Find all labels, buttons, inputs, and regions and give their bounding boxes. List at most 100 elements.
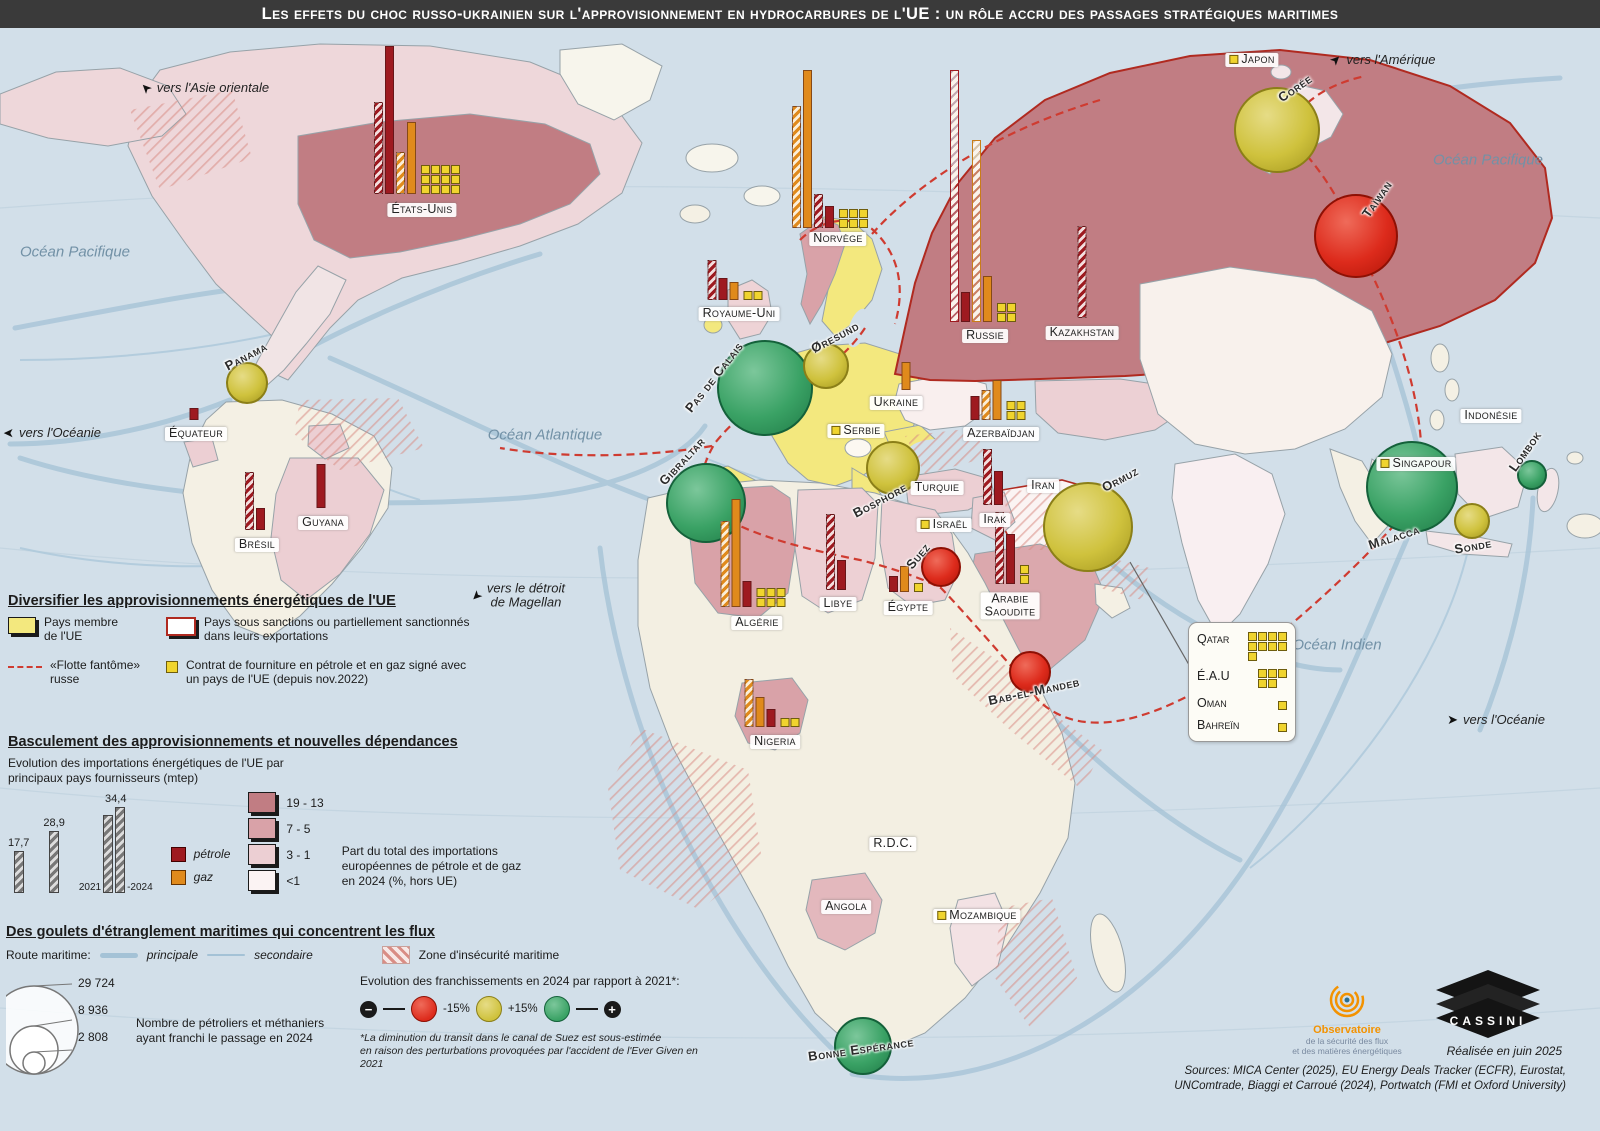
bar-petrole-2021 [995,512,1004,584]
contract-square-icon [1278,669,1287,678]
contract-square-icon [1229,54,1239,64]
scale-label: <1 [286,873,301,888]
country-label: Équateur [164,426,228,442]
bar-chart-libye [826,514,846,590]
contract-square-icon [776,598,786,607]
scale-label: 3 - 1 [286,847,311,862]
contract-square-icon [780,718,790,727]
country-label: Russie [962,328,1008,344]
bar-gaz-2021 [972,140,981,322]
legend-chokepoints: Des goulets d'étranglement maritimes qui… [6,924,766,1079]
contract-squares [1258,669,1287,688]
country-label: Royaume-Uni [698,306,780,322]
evolution-axis [575,1008,598,1010]
direction-arrow-icon: ➤ [3,426,14,442]
contract-square-icon [1258,642,1267,651]
contract-square-icon [1258,632,1267,641]
gulf-row: É.A.U [1197,669,1287,688]
bar-petrole-2021 [245,472,254,530]
contract-square-icon [766,598,776,607]
contract-squares [780,718,800,727]
bar-gaz-2021 [720,521,730,607]
bar-petrole-2021 [814,194,823,228]
india [1171,453,1286,637]
scale-row-3: <1 [248,870,323,891]
contract-square-icon [1007,313,1016,322]
legend-eu-member: Pays membre de l'UE [8,615,158,644]
bar-gaz-2024 [729,282,739,300]
contract-square-icon [431,185,440,194]
demo-value: 17,7 [8,837,30,849]
gulf-row: Bahreïn [1197,718,1287,732]
strait-circle-suez [921,547,961,587]
country-label: Iran [1027,478,1059,494]
strait-circle-taiwan [1314,194,1398,278]
contract-square-icon [1020,575,1029,584]
legend-shift: Basculement des approvisionnements et no… [8,734,608,893]
bar-chart-royaume-uni [707,260,763,300]
bar-gaz-2024 [900,566,909,592]
contract-square-icon [1278,701,1287,710]
contract-square-icon [1248,652,1257,661]
gaz-label: gaz [193,870,214,884]
demo-bar [103,815,114,893]
import-evolution-example: 17,7 28,9 34,4 2021 -2024 [8,793,153,893]
commodity-legend: pétrole gaz [170,847,230,885]
ghost-fleet-label: «Flotte fantôme» russe [50,657,141,687]
observatory-text: Observatoire de la sécurité des flux et … [1292,1024,1402,1056]
bar-petrole-2021 [826,514,835,590]
circle-value-large: 29 724 [78,976,115,990]
evolution-legend: Evolution des franchissements en 2024 pa… [360,974,720,1079]
country-label: Turquie [910,480,964,496]
contract-squares [1006,401,1026,420]
contract-squares [756,588,786,607]
contract-squares [1248,632,1287,661]
observatory-subtitle-2: et des matières énergétiques [1292,1046,1402,1057]
demo-bar [13,851,24,893]
bar-petrole-2021 [374,102,383,194]
borneo [1454,446,1529,520]
direction-label: ➤ vers l'Océanie [1447,711,1545,727]
map-overlay-layers: Océan Pacifique Océan Atlantique Océan Pac… [0,28,1600,1131]
minus-icon: − [360,1000,377,1018]
bar-chart-russie [950,70,1016,322]
contract-squares [1278,701,1287,710]
bar-gaz-2021 [981,390,991,420]
bar-petrole-2024 [1006,534,1015,584]
country-label: Nigeria [750,734,800,750]
country-label: Israël [916,517,972,533]
route-secondaire-label: secondaire [254,948,313,962]
gulf-row: Oman [1197,696,1287,710]
legend-shift-title: Basculement des approvisionnements et no… [8,734,458,750]
bar-gaz-2021 [744,679,754,727]
contract-square-icon [1268,642,1277,651]
contract-square-icon [1380,458,1390,468]
contract-square-icon [421,185,430,194]
route-secondaire-swatch [207,954,246,956]
bar-petrole-2024 [718,278,728,300]
legend-shift-subtitle: Evolution des importations énergétiques … [8,756,284,785]
legend-diversify: Diversifier les approvisionnements énerg… [8,593,478,687]
route-label: Route maritime: [6,948,91,962]
demo-year-2024: -2024 [127,882,153,893]
gulf-contracts-panel: Qatar É.A.U Oman Bahreïn [1188,622,1296,742]
country-label: Serbie [827,423,885,439]
bar-petrole-2024 [994,471,1003,505]
contract-square-icon [997,313,1006,322]
minus-15-label: -15% [443,1003,470,1015]
bar-petrole-2024 [385,46,394,194]
scale-swatch [248,844,277,865]
country-russie [893,48,1554,383]
insecurity-swatch [381,946,410,964]
demo-bar-17: 17,7 [8,837,29,893]
contract-square-icon [1268,669,1277,678]
plus-15-label: +15% [507,1003,538,1015]
direction-label: ➤ vers l'Asie orientale [136,79,270,98]
bar-petrole-2021 [950,70,959,322]
contract-square-icon [1258,679,1267,688]
bar-gaz-2024 [983,276,992,322]
legend-chokepoints-title: Des goulets d'étranglement maritimes qui… [6,924,435,940]
strait-circle-coree [1234,87,1320,173]
bar-gaz-2021 [396,152,405,194]
gulf-country-label: Oman [1197,696,1227,710]
